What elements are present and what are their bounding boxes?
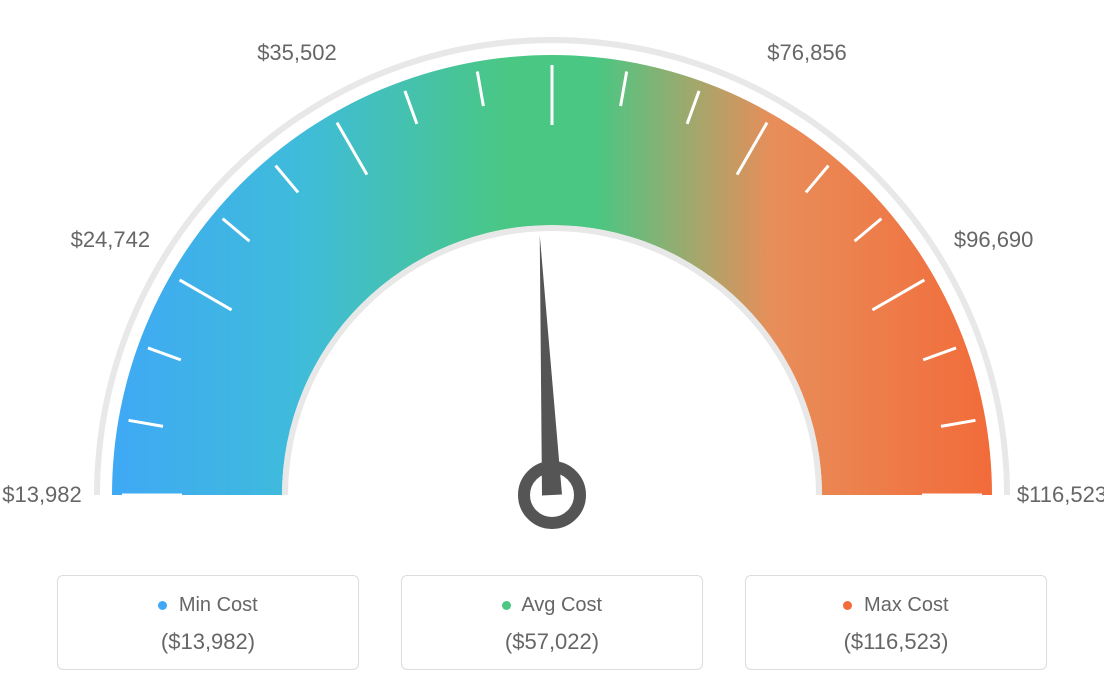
legend-min-value: ($13,982) <box>58 629 358 655</box>
legend-min-dot <box>158 601 167 610</box>
legend-avg-value: ($57,022) <box>402 629 702 655</box>
legend-min-title: Min Cost <box>58 594 358 617</box>
gauge-tick-label: $35,502 <box>257 40 337 66</box>
gauge-tick-label: $13,982 <box>2 482 82 508</box>
legend-row: Min Cost ($13,982) Avg Cost ($57,022) Ma… <box>0 575 1104 670</box>
legend-min-label: Min Cost <box>179 594 258 616</box>
legend-max-value: ($116,523) <box>746 629 1046 655</box>
gauge-tick-label: $96,690 <box>954 227 1034 253</box>
legend-max-dot <box>843 601 852 610</box>
legend-max-title: Max Cost <box>746 594 1046 617</box>
gauge-tick-label: $76,856 <box>767 40 847 66</box>
legend-avg: Avg Cost ($57,022) <box>401 575 703 670</box>
legend-max-label: Max Cost <box>864 594 948 616</box>
legend-max: Max Cost ($116,523) <box>745 575 1047 670</box>
chart-container: $13,982$24,742$35,502$57,022$76,856$96,6… <box>0 0 1104 690</box>
gauge-tick-label: $116,523 <box>1017 482 1104 508</box>
legend-min: Min Cost ($13,982) <box>57 575 359 670</box>
legend-avg-dot <box>502 601 511 610</box>
gauge-area: $13,982$24,742$35,502$57,022$76,856$96,6… <box>0 0 1104 560</box>
gauge-tick-label: $24,742 <box>71 227 151 253</box>
gauge-svg <box>0 0 1104 560</box>
legend-avg-title: Avg Cost <box>402 594 702 617</box>
legend-avg-label: Avg Cost <box>521 594 602 616</box>
